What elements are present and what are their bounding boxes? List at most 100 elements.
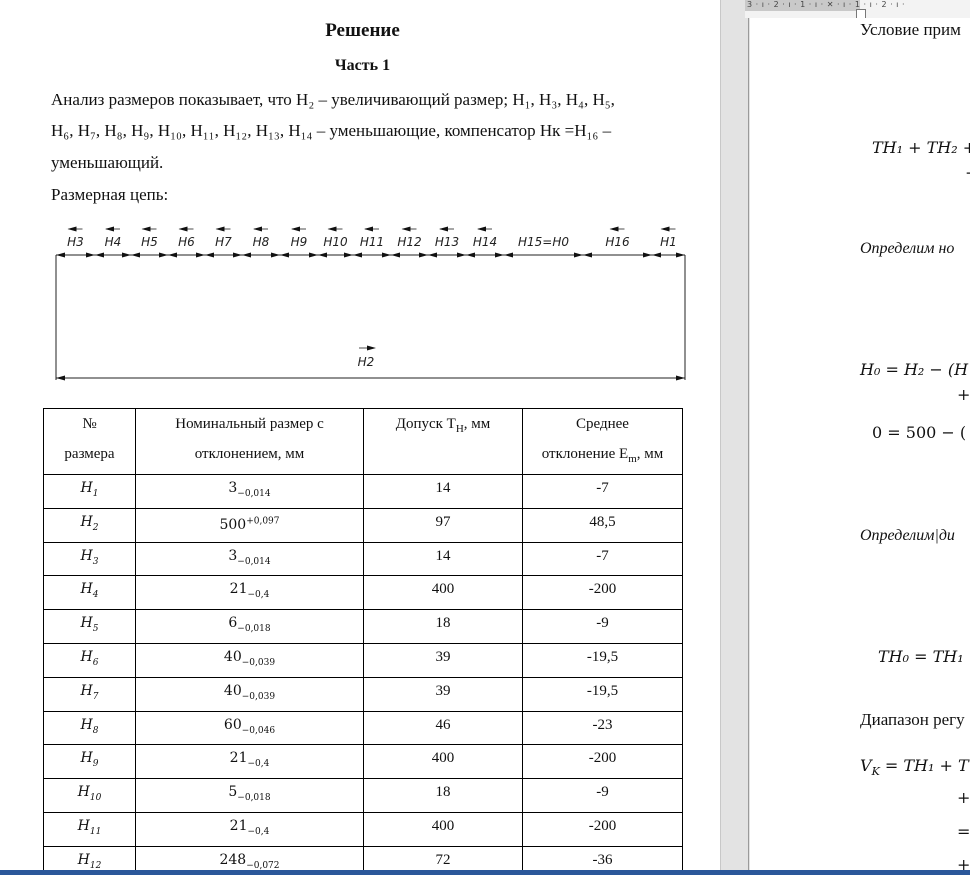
- arrowhead: [56, 375, 65, 381]
- cell-tolerance: 18: [363, 778, 523, 813]
- link-label: H3: [67, 235, 84, 249]
- link-label: H1: [660, 235, 677, 249]
- direction-arrow-head: [477, 226, 486, 232]
- cell-tolerance: 400: [363, 575, 523, 611]
- link-label: H12: [397, 235, 421, 249]
- table-row: H10 5−0,018 18 -9: [43, 778, 683, 813]
- chain-label: Размерная цепь:: [51, 185, 169, 204]
- cell-mean-deviation: -19,5: [522, 642, 683, 678]
- cell-nominal: 248−0,072: [135, 845, 364, 870]
- cell-mean-deviation: -200: [522, 575, 683, 611]
- cell-nominal: 60−0,046: [135, 710, 364, 746]
- link-label: H16: [605, 235, 630, 249]
- page-edge: [748, 18, 749, 870]
- cell-mean-deviation: -19,5: [522, 676, 683, 712]
- status-bar: [0, 870, 970, 875]
- cell-nominal: 3−0,014: [135, 474, 364, 509]
- direction-arrow-head: [609, 226, 619, 232]
- direction-arrow-head: [178, 226, 188, 232]
- dimensions-table: № размера Номинальный размер с отклонением…: [43, 408, 683, 870]
- arrowhead: [95, 252, 104, 258]
- table-row: H2 500+0,097 97 48,5: [43, 507, 683, 543]
- table-row: H11 21−0,4 400 -200: [43, 811, 683, 847]
- cell-mean-deviation: -200: [522, 811, 683, 847]
- paragraph-line: Анализ размеров показывает, что H₂ – уве…: [51, 90, 615, 109]
- cell-mean-deviation: -7: [522, 474, 683, 509]
- direction-arrow-head: [141, 226, 151, 232]
- direction-arrow-head: [660, 226, 670, 232]
- link-label: H5: [141, 235, 158, 249]
- arrowhead: [280, 252, 289, 258]
- arrowhead: [643, 252, 652, 258]
- arrowhead: [56, 252, 65, 258]
- cell-tolerance: 14: [363, 541, 523, 577]
- cell-dimension: H9: [43, 744, 136, 780]
- document-page-right: Условие прим TH₁ + TH₂ + + Определим но …: [750, 18, 970, 870]
- arrowhead: [168, 252, 177, 258]
- direction-arrow-head: [67, 226, 77, 232]
- link-label: H7: [215, 235, 232, 249]
- cell-tolerance: 72: [363, 845, 523, 870]
- direction-arrow-head: [401, 226, 411, 232]
- arrowhead: [419, 252, 428, 258]
- cell-dimension: H2: [43, 507, 136, 543]
- arrowhead: [344, 252, 353, 258]
- direction-arrow-head: [215, 226, 225, 232]
- table-row: H12 248−0,072 72 -36: [43, 845, 683, 870]
- arrowhead: [271, 252, 280, 258]
- table-row: H8 60−0,046 46 -23: [43, 710, 683, 746]
- link-label: H6: [178, 235, 195, 249]
- arrowhead: [205, 252, 214, 258]
- cell-dimension: H1: [43, 474, 136, 509]
- cell-tolerance: 400: [363, 744, 523, 780]
- direction-arrow-head: [253, 226, 262, 232]
- cell-dimension: H3: [43, 541, 136, 577]
- arrowhead: [353, 252, 362, 258]
- arrowhead: [131, 252, 140, 258]
- cell-mean-deviation: -9: [522, 609, 683, 644]
- arrowhead: [457, 252, 466, 258]
- arrowhead: [122, 252, 131, 258]
- horizontal-ruler[interactable]: 3 · ı · 2 · ı · 1 · ı · ✕ · ı · 1 · ı · …: [745, 0, 970, 18]
- table-row: H5 6−0,018 18 -9: [43, 609, 683, 644]
- arrowhead: [86, 252, 95, 258]
- header-mean-deviation: Среднее отклонение Em, мм: [522, 408, 683, 475]
- cell-dimension: H6: [43, 642, 136, 678]
- equation-tolerance-sum: TH₁ + TH₂ +: [872, 138, 970, 157]
- link-label: H10: [323, 235, 348, 249]
- arrowhead: [466, 252, 475, 258]
- arrowhead: [159, 252, 168, 258]
- link-label: H15=H0: [518, 235, 569, 249]
- arrowhead: [676, 375, 685, 381]
- direction-arrow-head: [364, 226, 373, 232]
- ruler-ticks: 3 · ı · 2 · ı · 1 · ı · ✕ · ı · 1 · ı · …: [747, 0, 905, 9]
- paragraph-line: H₆, H₇, H₈, H₉, H₁₀, H₁₁, H₁₂, H₁₃, H₁₄ …: [51, 121, 612, 140]
- cell-dimension: H10: [43, 778, 136, 813]
- link-label: H14: [473, 235, 497, 249]
- equation-continuation: +: [965, 163, 970, 182]
- cell-nominal: 3−0,014: [135, 541, 364, 577]
- direction-arrow-head: [105, 226, 114, 232]
- arrowhead: [233, 252, 242, 258]
- table-row: H7 40−0,039 39 -19,5: [43, 676, 683, 712]
- text-adjustment-range: Диапазон регу: [860, 710, 965, 729]
- header-nominal: Номинальный размер с отклонением, мм: [135, 408, 364, 475]
- ruler-margin: [745, 0, 860, 11]
- cell-mean-deviation: -7: [522, 541, 683, 577]
- link-label: H9: [291, 235, 308, 249]
- table-row: H4 21−0,4 400 -200: [43, 575, 683, 611]
- cell-nominal: 40−0,039: [135, 676, 364, 712]
- header-tolerance: Допуск TH, мм: [363, 408, 523, 475]
- cell-dimension: H12: [43, 845, 136, 870]
- arrowhead: [504, 252, 513, 258]
- link-label-h2: H2: [358, 355, 375, 369]
- text-determine-nominal: Определим но: [860, 240, 955, 257]
- indent-marker[interactable]: [856, 9, 866, 18]
- cell-nominal: 40−0,039: [135, 642, 364, 678]
- equation-continuation: +: [957, 385, 970, 404]
- direction-arrow-head: [327, 226, 337, 232]
- cell-nominal: 6−0,018: [135, 609, 364, 644]
- direction-arrow-head: [439, 226, 448, 232]
- direction-arrow-head: [367, 345, 376, 351]
- arrowhead: [318, 252, 327, 258]
